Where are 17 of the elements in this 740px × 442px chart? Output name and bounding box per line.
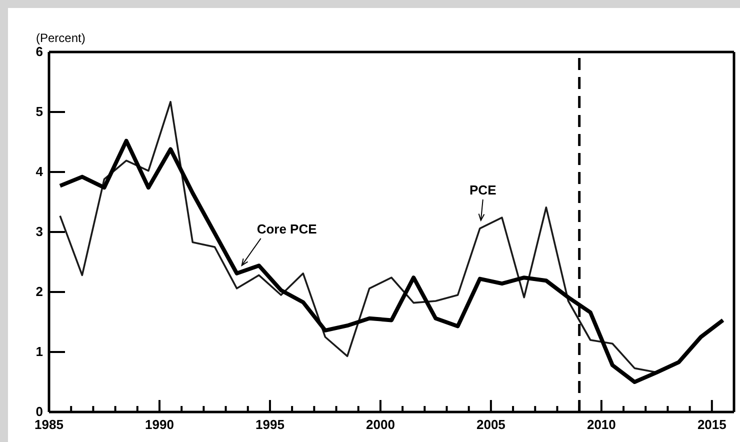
y-tick-label: 1	[36, 344, 43, 360]
x-tick-label: 1995	[256, 417, 284, 432]
x-tick-label: 1985	[34, 417, 64, 432]
x-tick-label: 1990	[145, 417, 174, 432]
y-tick-label: 3	[36, 224, 43, 240]
y-axis-title: (Percent)	[36, 31, 86, 45]
x-tick-label: 2005	[476, 417, 506, 432]
series-label: PCE	[470, 182, 497, 198]
x-tick-label: 2000	[366, 417, 395, 432]
y-tick-label: 4	[36, 164, 44, 180]
y-tick-label: 6	[36, 44, 43, 60]
y-tick-label: 0	[36, 404, 43, 420]
x-tick-label: 2015	[697, 417, 726, 432]
y-tick-label: 2	[36, 284, 43, 300]
x-tick-label: 2010	[586, 417, 616, 432]
y-tick-label: 5	[36, 104, 43, 120]
text: Core PCE	[256, 221, 318, 236]
